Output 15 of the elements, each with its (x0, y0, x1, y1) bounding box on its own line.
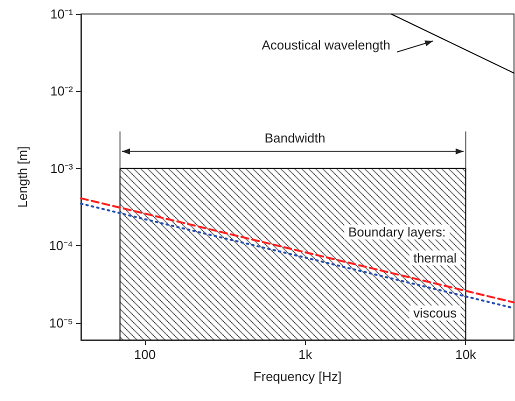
annotation: thermal (413, 250, 457, 266)
annotation: Bandwidth (264, 130, 326, 146)
y-tick-label: 10⁻⁵ (49, 315, 73, 330)
x-tick-label: 100 (134, 347, 156, 362)
y-tick-label: 10⁻³ (50, 160, 74, 176)
y-tick-label: 10⁻² (50, 84, 74, 99)
y-tick-label: 10⁻⁴ (48, 238, 73, 254)
annotation: viscous (413, 306, 458, 320)
y-tick-label: 10⁻¹ (50, 6, 74, 22)
x-axis-title: Frequency [Hz] (253, 369, 342, 384)
annotation: Boundary layers: (348, 224, 446, 240)
y-axis-title: Length [m] (15, 146, 30, 208)
annotation: Acoustical wavelength (262, 38, 390, 52)
x-tick-label: 10k (455, 347, 477, 362)
x-tick-label: 1k (298, 347, 313, 362)
